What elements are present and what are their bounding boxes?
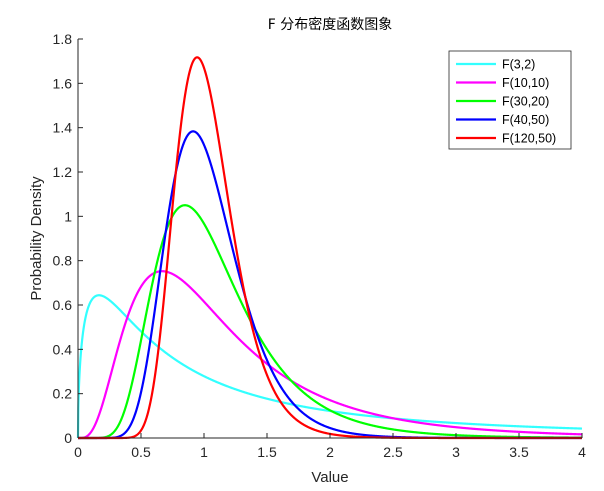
legend-label: F(120,50) xyxy=(502,132,556,146)
legend-label: F(10,10) xyxy=(502,76,549,90)
legend-label: F(30,20) xyxy=(502,95,549,109)
x-axis-title: Value xyxy=(311,469,348,486)
y-tick-label: 1.2 xyxy=(53,164,73,180)
x-tick-label: 3 xyxy=(452,444,460,460)
x-tick-label: 2.5 xyxy=(383,444,403,460)
legend-label: F(40,50) xyxy=(502,113,549,127)
x-tick-label: 1.5 xyxy=(257,444,277,460)
legend: F(3,2) F(10,10) F(30,20) F(40,50) F(120,50) xyxy=(448,50,572,150)
x-tick-label: 1 xyxy=(200,444,208,460)
y-tick-label: 1.6 xyxy=(53,75,73,91)
series-line-F(10,10) xyxy=(77,270,583,440)
y-tick-label: 0.8 xyxy=(53,253,73,269)
y-tick-label: 1.8 xyxy=(53,31,73,47)
y-tick-label: 0.4 xyxy=(53,341,73,357)
series-line-F(30,20) xyxy=(77,204,583,440)
legend-items: F(3,2) F(10,10) F(30,20) F(40,50) F(120,50) xyxy=(456,58,556,146)
x-tick-label: 4 xyxy=(578,444,586,460)
x-tick-label: 0 xyxy=(74,444,82,460)
y-tick-label: 0.2 xyxy=(53,386,73,402)
y-tick-label: 0.6 xyxy=(53,297,73,313)
chart-title: F 分布密度函数图象 xyxy=(268,16,393,33)
y-tick-label: 1 xyxy=(64,208,72,224)
x-tick-label: 3.5 xyxy=(509,444,529,460)
y-axis-ticks: 0 0.2 0.4 0.6 0.8 1 1.2 1.4 1.6 1.8 xyxy=(53,31,83,446)
legend-label: F(3,2) xyxy=(502,58,535,72)
y-axis-title: Probability Density xyxy=(28,176,45,301)
y-tick-label: 1.4 xyxy=(53,120,73,136)
x-axis-ticks: 0 0.5 1 1.5 2 2.5 3 3.5 4 xyxy=(74,433,586,460)
x-tick-label: 0.5 xyxy=(131,444,151,460)
y-tick-label: 0 xyxy=(64,430,72,446)
x-tick-label: 2 xyxy=(326,444,334,460)
